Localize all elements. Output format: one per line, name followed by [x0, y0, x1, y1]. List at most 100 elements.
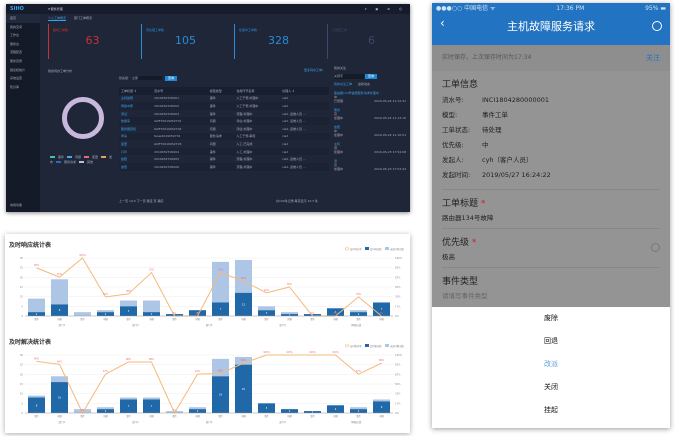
follow-button[interactable]: 关注	[646, 54, 660, 62]
save-note: 实时保存，上次保存时间为17:34	[442, 54, 532, 61]
tab[interactable]: 个人工单概览	[48, 16, 67, 21]
ticket-link[interactable]: 申请	[121, 134, 128, 139]
rate-label: 0%	[334, 312, 338, 315]
table-row[interactable]: 变更 GDFT2019052703 问题 人工-已完成 cwd	[119, 140, 329, 148]
action-item[interactable]: 改派	[544, 360, 558, 368]
table-row[interactable]: 测试 2019052700003 事件 流程-处理中 cwd, 运维人员 ...	[119, 110, 329, 118]
toolbar-icons[interactable]: ▾ ▣ ⚙ ☺	[364, 7, 406, 11]
follow-item-title[interactable]: 故障	[334, 125, 341, 129]
priority-select[interactable]: 极高	[442, 253, 455, 261]
sidebar-item[interactable]: 服务台	[10, 41, 20, 46]
ticket-link[interactable]: 故障	[121, 157, 128, 162]
follow-search-input[interactable]: 关键字	[334, 74, 364, 79]
ticket-link[interactable]: 故障	[121, 164, 128, 169]
bar-label: 3	[266, 311, 268, 315]
column-header[interactable]: 当前环节名称	[234, 87, 281, 95]
bar-segment	[212, 376, 229, 413]
page-size[interactable]: 共100条记录,每页显示 10 ▾ 条	[276, 199, 318, 203]
sidebar-item[interactable]: 流程配置	[10, 50, 23, 55]
sidebar-item[interactable]: 知识库	[10, 84, 20, 89]
sidebar-item[interactable]: 工作台	[10, 33, 20, 38]
table-cell: cwd	[280, 147, 329, 156]
column-header[interactable]: 处理人 ⇕	[280, 87, 329, 95]
column-header[interactable]: 模型类型	[207, 87, 235, 95]
table-row[interactable]: 申请 fwqq2019052701 服务请求 人工干预-审核 cwd	[119, 132, 329, 141]
legend-label: 及时响应率	[350, 247, 362, 251]
table-row[interactable]: 服务器宕机 GDFT2019052702 问题 评估-处理中 cwd, 运维人员 ...	[119, 125, 329, 133]
ticket-link[interactable]: 网络中断	[121, 103, 134, 108]
bar-label: 2	[358, 312, 360, 316]
bar-segment	[373, 401, 390, 413]
history-clock-icon[interactable]	[652, 21, 662, 31]
table-row[interactable]: 数据库 GDFT2019052701 问题 评估-处理中 cwd, 运维人员 ...	[119, 117, 329, 125]
tab-follow[interactable]: 我的关注工单	[334, 82, 353, 86]
stat-card[interactable]: 待处理工单数 105	[141, 24, 229, 59]
legend-item[interactable]: 问题	[67, 155, 81, 159]
legend-item[interactable]: 其他	[79, 160, 93, 164]
group-label: 部门1	[59, 420, 66, 424]
follow-item-title[interactable]: 测	[334, 159, 338, 163]
follow-item[interactable]: 路由器134号故障服务请求处理中中已受理 2019-05-24 11:12:47	[334, 91, 406, 103]
status-bar: ●●●○○ 中国电信 ᯤ 17:36 PM 95% ▬	[432, 3, 670, 14]
table-row[interactable]: 打印 2019052700004 事件 人工-处理中 cwd	[119, 147, 329, 156]
chevron-down-icon[interactable]	[651, 243, 660, 252]
stat-card[interactable]: 已挂起工单 6	[327, 24, 415, 59]
search-button[interactable]: 查询	[164, 76, 177, 81]
tab-latest[interactable]: 最新动态	[358, 82, 371, 86]
stat-card[interactable]: 处理中工单数 328	[234, 24, 322, 59]
bar-segment	[350, 407, 367, 410]
ticket-link[interactable]: 主机故障	[121, 96, 134, 101]
sidebar-item[interactable]: 系统设置	[10, 76, 23, 81]
ticket-link[interactable]: 测试	[121, 111, 128, 116]
sidebar-item[interactable]: 服务目录	[10, 58, 23, 63]
bar-label: 1	[174, 313, 176, 317]
sidebar-item[interactable]: 报表和统计	[10, 67, 26, 72]
ticket-link[interactable]: 数据库	[121, 119, 131, 124]
action-item[interactable]: 回退	[544, 337, 558, 345]
table-row[interactable]: 网络中断 2019052700002 事件 人工干预-处理中 cwd	[119, 102, 329, 110]
priority-select[interactable]: 全部	[131, 76, 162, 80]
table-row[interactable]: 主机故障 2019052700001 事件 人工干预-处理中 cwd	[119, 95, 329, 103]
follow-item[interactable]: 测高处理中 2019-05-23 17:53:44	[334, 159, 406, 171]
follow-item[interactable]: 故障中处理中 2019-05-24 11:10:51	[334, 125, 406, 137]
stat-card[interactable]: 超时工单数 63	[48, 24, 136, 59]
event-type-input[interactable]: 请填写事件类型	[442, 292, 488, 300]
follow-item-title[interactable]: 主机	[334, 142, 341, 146]
ticket-link[interactable]: 打印	[121, 149, 128, 154]
column-header[interactable]: 流水号	[152, 87, 208, 95]
follow-item-time: 2019-05-24 11:13:10	[374, 116, 406, 120]
rate-label: 33%	[103, 293, 109, 296]
action-item[interactable]: 废除	[544, 314, 558, 322]
legend-item[interactable]: 事件	[50, 155, 64, 159]
action-item[interactable]: 挂起	[544, 406, 558, 414]
back-icon[interactable]: ‹	[440, 16, 445, 30]
pagination[interactable]: 上一页 1/10 下一页 跳至 页 确定	[119, 199, 164, 203]
follow-item-title[interactable]: 路由器134号故障服务请求处理中	[334, 91, 379, 95]
follow-search-button[interactable]: 查询	[364, 74, 377, 79]
title-input[interactable]: 路由器134号故障	[442, 214, 494, 222]
follow-item[interactable]: 服务高处理中 2019-05-24 11:13:10	[334, 108, 406, 120]
time: 17:36 PM	[556, 5, 585, 12]
follow-item-title[interactable]: 服务	[334, 108, 341, 112]
tab[interactable]: 部门工单概览	[74, 16, 93, 20]
bar-label: 2	[36, 312, 38, 316]
legend-item[interactable]: 服务请求	[56, 160, 76, 164]
ticket-link[interactable]: 变更	[121, 141, 128, 146]
action-item[interactable]: 关闭	[544, 383, 558, 391]
follow-item[interactable]: 主机低处理中 2019-05-23 17:54:08	[334, 142, 406, 154]
sidebar-item[interactable]: 我的空间	[10, 24, 23, 29]
legend-item[interactable]: 变更	[84, 155, 98, 159]
sidebar-bottom[interactable]: 常用功能	[10, 203, 23, 208]
chart-title: 及时响应统计表	[9, 242, 52, 249]
table-cell: 问题	[209, 141, 216, 146]
ticket-link[interactable]: 服务器宕机	[121, 126, 137, 131]
table-row[interactable]: 故障 2019052700006 事件 流程-处理中 cwd, 运维人员 ...	[119, 162, 329, 171]
more-link[interactable]: 更多待办工单»	[304, 68, 324, 72]
legend-item[interactable]: 发布	[50, 155, 112, 164]
column-header[interactable]: 工单标题 ⇕	[119, 87, 153, 95]
table-cell: 网络中断	[119, 102, 153, 110]
legend-swatch	[79, 160, 85, 163]
sidebar-item[interactable]: 首页	[6, 14, 40, 23]
table-cell: 人工干预-处理中	[234, 102, 281, 110]
table-row[interactable]: 故障 2019052700005 事件 流程-处理中 cwd, 运维人员 ...	[119, 155, 329, 163]
